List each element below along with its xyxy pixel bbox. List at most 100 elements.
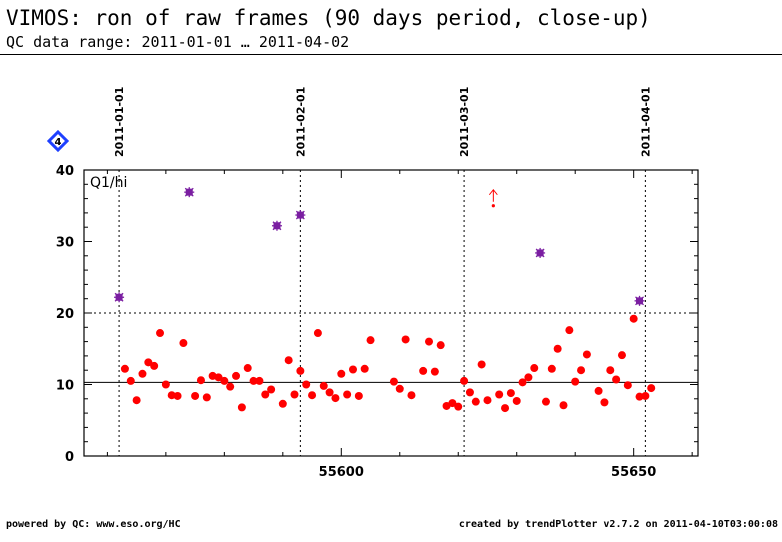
header-divider (0, 54, 782, 55)
footer-created-by: created by trendPlotter v2.7.2 on 2011-0… (458, 519, 778, 530)
data-point (360, 364, 369, 373)
data-point (612, 375, 621, 384)
data-point (138, 369, 147, 378)
data-point (606, 366, 615, 375)
data-point (407, 391, 416, 400)
data-point (132, 396, 141, 405)
data-point (156, 329, 165, 338)
data-point (465, 388, 474, 397)
badge-label: 4 (55, 137, 62, 148)
data-point (430, 367, 439, 376)
y-tick-label: 10 (56, 379, 74, 394)
data-point (647, 384, 656, 393)
data-point (395, 384, 404, 393)
data-point (150, 361, 159, 370)
data-point (582, 350, 591, 359)
data-point (284, 356, 293, 365)
y-tick-label: 30 (56, 236, 74, 251)
data-point (179, 339, 188, 348)
data-point (518, 378, 527, 387)
data-point (541, 397, 550, 406)
data-point (278, 399, 287, 408)
data-point (389, 377, 398, 386)
data-point (331, 394, 340, 403)
data-point (214, 373, 223, 382)
outlier-point (634, 295, 645, 306)
data-point (629, 314, 638, 323)
data-point (348, 365, 357, 374)
outlier-point (295, 210, 306, 221)
data-point (577, 366, 586, 375)
data-point (319, 381, 328, 390)
data-point (354, 391, 363, 400)
data-point (524, 373, 533, 382)
data-point (144, 358, 153, 367)
data-point (495, 390, 504, 399)
data-point (173, 391, 182, 400)
outlier-point (114, 292, 125, 303)
data-point (547, 364, 556, 373)
data-point (120, 364, 129, 373)
x-tick-label: 55600 (319, 465, 364, 480)
data-point (220, 376, 229, 385)
data-point (454, 402, 463, 411)
data-point (553, 344, 562, 353)
data-point (343, 390, 352, 399)
data-point (313, 329, 322, 338)
data-point (126, 376, 135, 385)
date-marker-label: 2011-04-01 (639, 87, 652, 157)
data-point (267, 385, 276, 394)
data-point (167, 391, 176, 400)
date-marker-label: 2011-03-01 (458, 87, 471, 157)
data-point (337, 369, 346, 378)
data-point (425, 337, 434, 346)
data-point (261, 390, 270, 399)
data-point (401, 335, 410, 344)
outlier-point (535, 247, 546, 258)
chart-title: VIMOS: ron of raw frames (90 days period… (6, 6, 651, 30)
data-point (243, 364, 252, 373)
x-tick-label: 55650 (611, 465, 656, 480)
data-point (436, 341, 445, 350)
y-tick-label: 20 (56, 307, 74, 322)
data-point (617, 351, 626, 360)
data-point (366, 336, 375, 345)
date-marker-label: 2011-01-01 (113, 87, 126, 157)
data-point (506, 389, 515, 398)
data-point (501, 404, 510, 413)
data-point (448, 399, 457, 408)
data-point (512, 396, 521, 405)
data-point (161, 380, 170, 389)
date-marker-label: 2011-02-01 (294, 87, 307, 157)
data-point (565, 326, 574, 335)
data-point (530, 364, 539, 373)
data-point (594, 386, 603, 395)
panel-label: Q1/hi (90, 175, 127, 191)
data-point (471, 397, 480, 406)
data-point (237, 403, 246, 412)
data-point (191, 391, 200, 400)
outlier-point (184, 187, 195, 198)
data-point (623, 381, 632, 390)
data-point (641, 391, 650, 400)
data-point (302, 380, 311, 389)
data-point (226, 382, 235, 391)
chart-subtitle: QC data range: 2011-01-01 … 2011-04-02 (6, 33, 350, 51)
y-tick-label: 0 (65, 450, 74, 465)
data-point (460, 376, 469, 385)
data-point (477, 360, 486, 369)
badge-diamond-icon (46, 129, 70, 153)
data-point (290, 390, 299, 399)
footer-credit: powered by QC: www.eso.org/HC (6, 519, 181, 530)
off-scale-arrow-icon (488, 188, 498, 202)
data-point (559, 401, 568, 410)
data-point (635, 392, 644, 401)
outlier-point (271, 220, 282, 231)
data-point (196, 376, 205, 385)
off-scale-point (491, 204, 495, 208)
data-point (255, 376, 264, 385)
data-point (202, 393, 211, 402)
data-point (325, 388, 334, 397)
data-point (249, 376, 258, 385)
